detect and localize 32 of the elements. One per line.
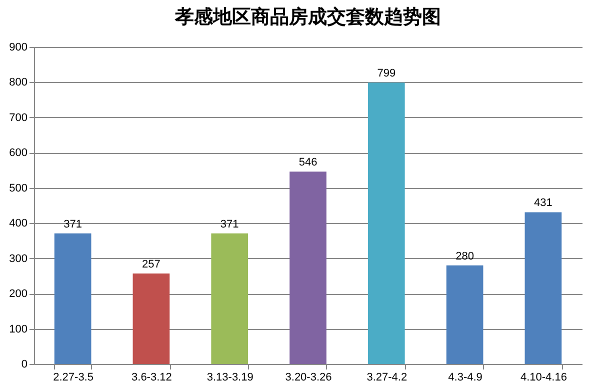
bar (54, 233, 92, 364)
x-tick-label: 3.13-3.19 (206, 372, 254, 384)
x-tick-label: 3.27-4.2 (366, 372, 408, 384)
y-tick-label: 600 (9, 147, 28, 160)
bar (446, 265, 484, 364)
y-tick-label: 300 (9, 252, 28, 265)
bar (132, 273, 170, 364)
bar (524, 212, 562, 364)
x-tick-label: 4.3-4.9 (448, 372, 482, 384)
bar (211, 233, 248, 364)
y-tick-label: 800 (9, 76, 28, 89)
y-tick-label: 900 (9, 42, 28, 54)
y-tick-label: 400 (9, 218, 28, 230)
x-tick-label: 4.10-4.16 (520, 372, 567, 384)
data-label: 371 (220, 218, 239, 230)
data-label: 431 (534, 197, 552, 210)
x-tick-label: 3.6-3.12 (132, 372, 172, 384)
data-label: 371 (64, 218, 82, 230)
y-tick-label: 700 (9, 112, 28, 124)
data-label: 257 (142, 258, 160, 270)
x-tick-label: 2.27-3.5 (53, 372, 94, 384)
data-label: 280 (456, 250, 474, 262)
bar (368, 82, 405, 364)
y-tick-label: 200 (9, 288, 28, 300)
y-tick-label: 0 (21, 358, 28, 370)
bar (290, 172, 326, 364)
y-tick-label: 100 (9, 323, 28, 336)
data-label: 799 (377, 68, 396, 80)
chart-title: 孝感地区商品房成交套数趋势图 (174, 6, 441, 28)
data-label: 546 (298, 156, 318, 169)
x-tick-label: 3.20-3.26 (285, 372, 332, 384)
y-tick-label: 500 (9, 182, 28, 194)
